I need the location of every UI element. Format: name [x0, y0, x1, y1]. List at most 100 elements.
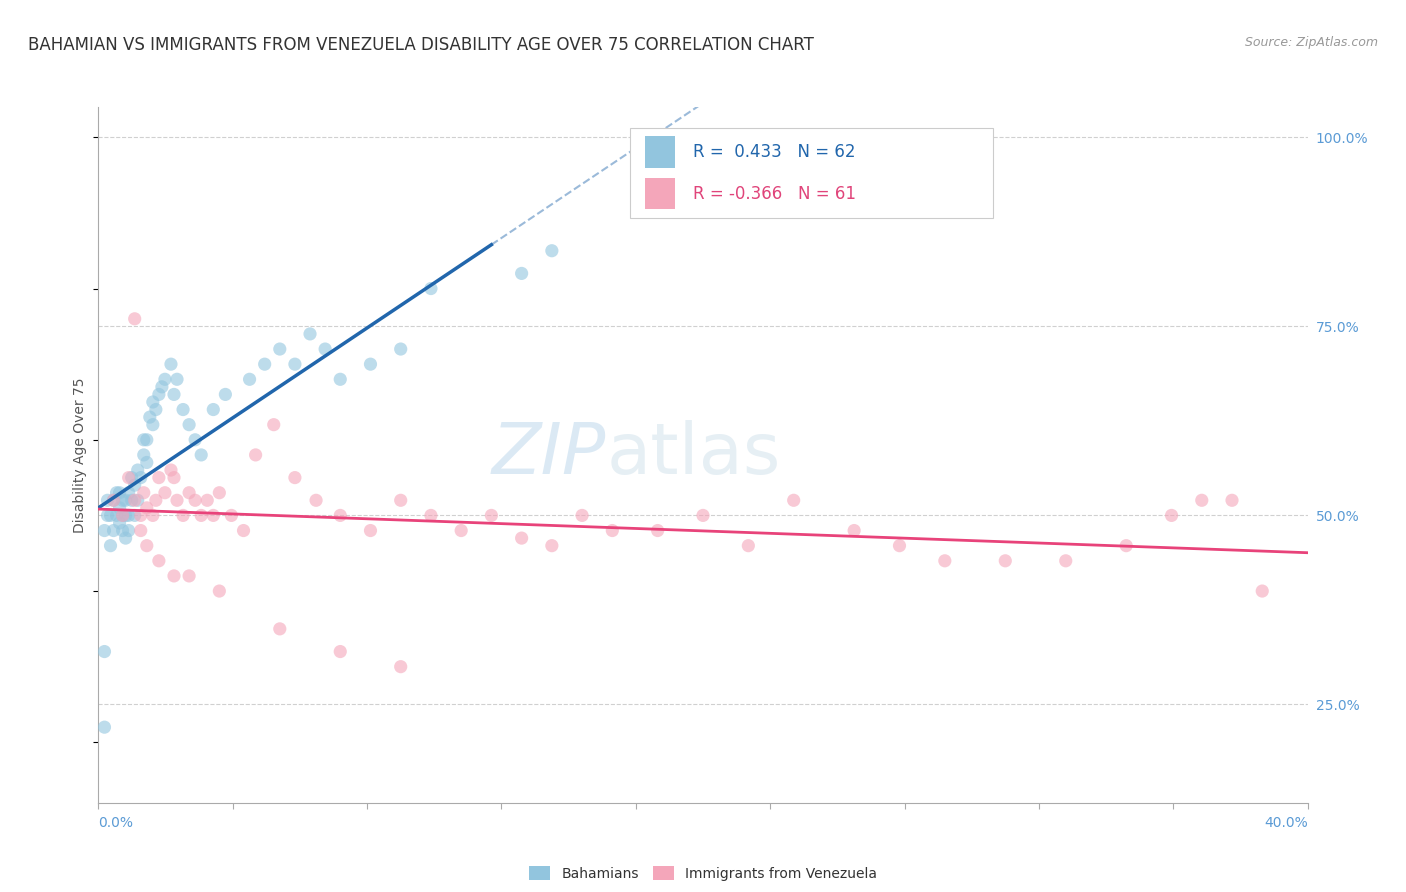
Point [263, 417, 285, 432]
Point [93, 644, 115, 658]
Point [100, 539, 122, 553]
Point [145, 493, 167, 508]
Point [114, 508, 136, 523]
Point [284, 470, 307, 484]
Point [179, 485, 201, 500]
Point [96, 493, 118, 508]
Text: R = -0.366   N = 61: R = -0.366 N = 61 [693, 185, 856, 202]
Point [127, 463, 149, 477]
Point [132, 433, 155, 447]
Point [184, 493, 207, 508]
Point [142, 395, 165, 409]
Point [114, 531, 136, 545]
Point [135, 455, 157, 469]
Point [111, 493, 134, 508]
Point [163, 387, 186, 401]
Point [737, 539, 759, 553]
Point [111, 508, 134, 523]
Point [118, 508, 141, 523]
Point [202, 402, 225, 417]
Point [208, 584, 231, 599]
Point [647, 524, 669, 538]
Point [239, 372, 262, 386]
Point [299, 326, 322, 341]
Point [124, 478, 146, 492]
Point [602, 524, 624, 538]
Point [783, 493, 806, 508]
Text: 0.0%: 0.0% [98, 816, 134, 830]
Point [571, 508, 593, 523]
Point [163, 470, 186, 484]
Point [844, 524, 866, 538]
Point [103, 493, 125, 508]
Text: Source: ZipAtlas.com: Source: ZipAtlas.com [1244, 36, 1378, 49]
Point [108, 500, 131, 515]
Point [105, 485, 128, 500]
Point [132, 485, 155, 500]
Point [111, 508, 134, 523]
Point [153, 485, 176, 500]
Point [214, 387, 236, 401]
Point [103, 493, 125, 508]
Point [111, 524, 134, 538]
Text: ZIP: ZIP [492, 420, 606, 490]
Point [389, 342, 412, 356]
Point [118, 470, 141, 484]
Point [202, 508, 225, 523]
Point [145, 402, 167, 417]
Point [121, 493, 143, 508]
Point [135, 433, 157, 447]
Point [314, 342, 336, 356]
Point [153, 372, 176, 386]
Point [269, 342, 291, 356]
Point [934, 554, 956, 568]
Text: BAHAMIAN VS IMMIGRANTS FROM VENEZUELA DISABILITY AGE OVER 75 CORRELATION CHART: BAHAMIAN VS IMMIGRANTS FROM VENEZUELA DI… [28, 36, 814, 54]
Point [127, 493, 149, 508]
Point [889, 539, 911, 553]
Point [172, 508, 194, 523]
Point [184, 433, 207, 447]
Point [329, 372, 352, 386]
Point [245, 448, 267, 462]
Point [360, 357, 382, 371]
Point [269, 622, 291, 636]
Point [118, 524, 141, 538]
Point [221, 508, 243, 523]
Point [132, 448, 155, 462]
Text: atlas: atlas [606, 420, 780, 490]
Point [105, 508, 128, 523]
Point [93, 720, 115, 734]
Point [118, 485, 141, 500]
Point [129, 508, 152, 523]
Y-axis label: Disability Age Over 75: Disability Age Over 75 [73, 377, 87, 533]
Point [190, 448, 212, 462]
Point [139, 410, 162, 425]
FancyBboxPatch shape [645, 178, 675, 210]
Point [195, 493, 218, 508]
Point [179, 569, 201, 583]
Point [420, 508, 443, 523]
Point [160, 463, 183, 477]
Point [142, 508, 165, 523]
Point [994, 554, 1017, 568]
Point [150, 380, 173, 394]
Point [96, 508, 118, 523]
Point [1054, 554, 1077, 568]
Point [305, 493, 328, 508]
Point [389, 493, 412, 508]
Point [148, 387, 170, 401]
Point [232, 524, 254, 538]
Point [284, 357, 307, 371]
Point [1115, 539, 1137, 553]
Legend: Bahamians, Immigrants from Venezuela: Bahamians, Immigrants from Venezuela [524, 861, 882, 887]
Point [103, 524, 125, 538]
Point [389, 659, 412, 673]
Text: R =  0.433   N = 62: R = 0.433 N = 62 [693, 143, 856, 161]
Point [172, 402, 194, 417]
Point [124, 493, 146, 508]
Point [481, 508, 503, 523]
Point [163, 569, 186, 583]
Point [166, 493, 188, 508]
Point [510, 267, 533, 281]
Point [142, 417, 165, 432]
